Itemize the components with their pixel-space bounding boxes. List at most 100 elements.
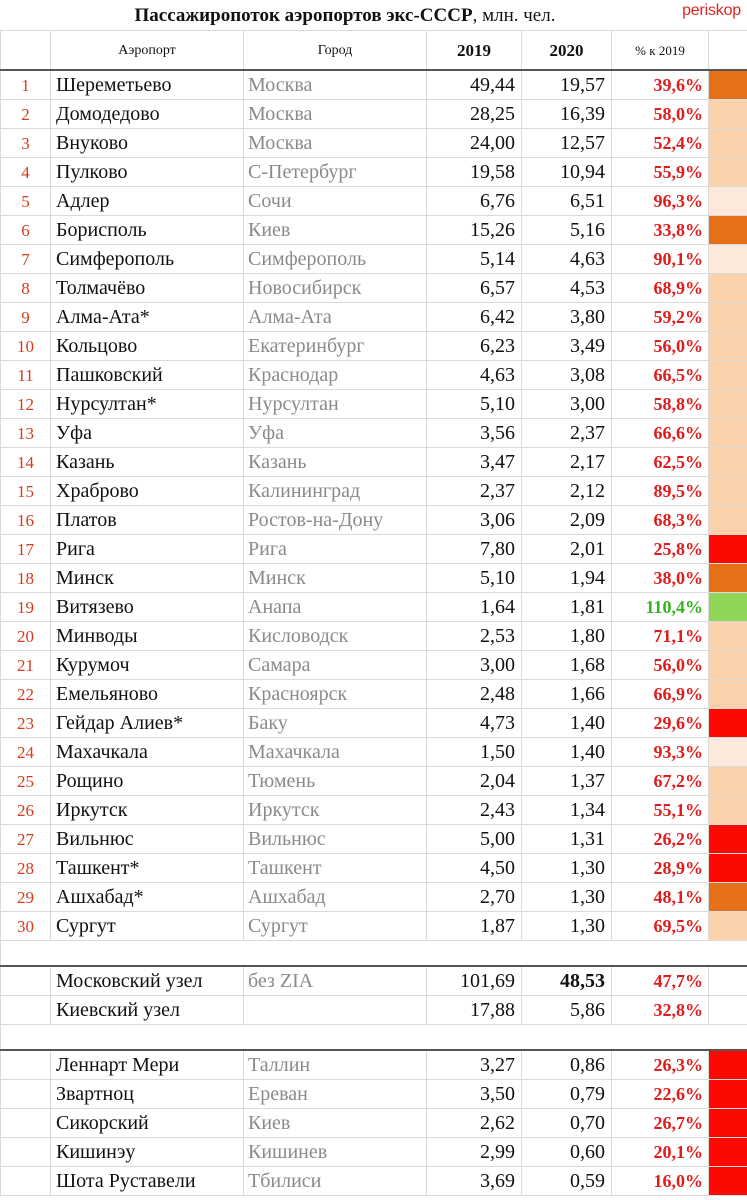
table-row: 22 Емельяново Красноярск 2,48 1,66 66,9% [0, 679, 747, 709]
percent-change: 25,8% [611, 534, 709, 564]
change-swatch [708, 244, 747, 274]
percent-change: 66,6% [611, 418, 709, 448]
value-2020: 2,37 [521, 418, 612, 448]
percent-change: 67,2% [611, 766, 709, 796]
value-2020: 0,59 [521, 1166, 612, 1196]
city-name: Казань [243, 447, 427, 477]
percent-change: 68,3% [611, 505, 709, 535]
value-2019: 2,48 [426, 679, 522, 709]
change-swatch [708, 1137, 747, 1167]
row-number: 16 [0, 505, 51, 535]
city-name: Кисловодск [243, 621, 427, 651]
row-number [0, 1049, 51, 1080]
value-2019: 2,70 [426, 882, 522, 912]
row-number: 14 [0, 447, 51, 477]
value-2019: 2,62 [426, 1108, 522, 1138]
header-2020: 2020 [521, 30, 612, 71]
value-2020: 0,70 [521, 1108, 612, 1138]
value-2019: 3,47 [426, 447, 522, 477]
percent-change: 55,1% [611, 795, 709, 825]
airport-name: Вильнюс [50, 824, 244, 854]
city-name: Сургут [243, 911, 427, 941]
percent-change: 28,9% [611, 853, 709, 883]
percent-change: 69,5% [611, 911, 709, 941]
value-2019: 2,37 [426, 476, 522, 506]
change-swatch [708, 592, 747, 622]
airport-name: Гейдар Алиев* [50, 708, 244, 738]
value-2020: 1,68 [521, 650, 612, 680]
city-name: Симферополь [243, 244, 427, 274]
capital-row: Леннарт Мери Таллин 3,27 0,86 26,3% [0, 1049, 747, 1080]
hub-row: Московский узел без ZIA 101,69 48,53 47,7% [0, 965, 747, 996]
airport-name: Толмачёво [50, 273, 244, 303]
airport-name: Адлер [50, 186, 244, 216]
airport-name: Кишинэу [50, 1137, 244, 1167]
value-2019: 3,06 [426, 505, 522, 535]
row-number: 13 [0, 418, 51, 448]
city-name: Киев [243, 1108, 427, 1138]
row-number: 29 [0, 882, 51, 912]
city-name: Москва [243, 128, 427, 158]
table-row: 25 Рощино Тюмень 2,04 1,37 67,2% [0, 766, 747, 796]
table-row: 6 Борисполь Киев 15,26 5,16 33,8% [0, 215, 747, 245]
change-swatch [708, 737, 747, 767]
row-number: 23 [0, 708, 51, 738]
value-2019: 2,43 [426, 795, 522, 825]
change-swatch [708, 824, 747, 854]
city-name: Ереван [243, 1079, 427, 1109]
percent-change: 26,2% [611, 824, 709, 854]
value-2020: 6,51 [521, 186, 612, 216]
table-row: 13 Уфа Уфа 3,56 2,37 66,6% [0, 418, 747, 448]
row-number: 22 [0, 679, 51, 709]
change-swatch [708, 995, 747, 1025]
value-2020: 5,16 [521, 215, 612, 245]
value-2020: 1,30 [521, 911, 612, 941]
airport-name: Храброво [50, 476, 244, 506]
value-2020: 0,86 [521, 1049, 612, 1080]
row-number: 21 [0, 650, 51, 680]
value-2019: 19,58 [426, 157, 522, 187]
percent-change: 47,7% [611, 965, 709, 996]
value-2020: 3,08 [521, 360, 612, 390]
airport-name: Пулково [50, 157, 244, 187]
change-swatch [708, 360, 747, 390]
airport-name: Звартноц [50, 1079, 244, 1109]
percent-change: 33,8% [611, 215, 709, 245]
value-2019: 2,99 [426, 1137, 522, 1167]
value-2019: 1,50 [426, 737, 522, 767]
airport-name: Внуково [50, 128, 244, 158]
row-number: 12 [0, 389, 51, 419]
value-2019: 7,80 [426, 534, 522, 564]
airport-name: Минск [50, 563, 244, 593]
change-swatch [708, 621, 747, 651]
value-2020: 1,66 [521, 679, 612, 709]
city-name: без ZIA [243, 965, 427, 996]
section-divider-capitals-cell [0, 1024, 747, 1051]
value-2019: 1,64 [426, 592, 522, 622]
row-number: 3 [0, 128, 51, 158]
percent-change: 93,3% [611, 737, 709, 767]
row-number: 30 [0, 911, 51, 941]
value-2019: 15,26 [426, 215, 522, 245]
value-2019: 6,76 [426, 186, 522, 216]
row-number [0, 1108, 51, 1138]
city-name: Рига [243, 534, 427, 564]
value-2019: 4,63 [426, 360, 522, 390]
airport-name: Шереметьево [50, 69, 244, 100]
value-2020: 1,40 [521, 737, 612, 767]
city-name: Нурсултан [243, 389, 427, 419]
airport-name: Ташкент* [50, 853, 244, 883]
city-name [243, 995, 427, 1025]
city-name: Уфа [243, 418, 427, 448]
value-2020: 5,86 [521, 995, 612, 1025]
city-name: Киев [243, 215, 427, 245]
change-swatch [708, 911, 747, 941]
value-2020: 4,53 [521, 273, 612, 303]
row-number: 2 [0, 99, 51, 129]
airport-name: Курумоч [50, 650, 244, 680]
city-name: Иркутск [243, 795, 427, 825]
table-row: 3 Внуково Москва 24,00 12,57 52,4% [0, 128, 747, 158]
value-2019: 3,69 [426, 1166, 522, 1196]
value-2019: 3,00 [426, 650, 522, 680]
change-swatch [708, 965, 747, 996]
